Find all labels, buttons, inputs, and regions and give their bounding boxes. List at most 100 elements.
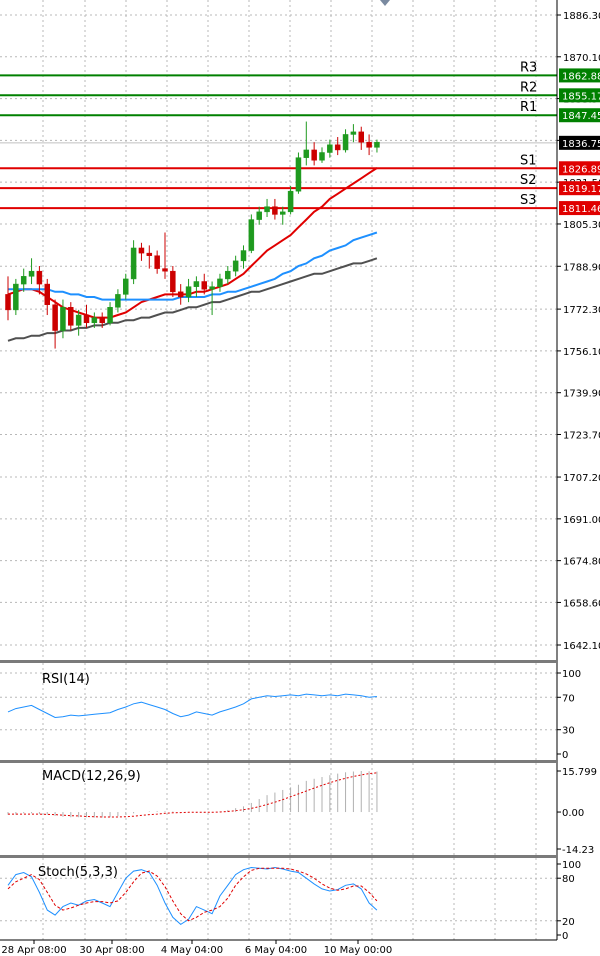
candle-body xyxy=(28,270,35,277)
moving-average-line-2 xyxy=(8,231,378,301)
time-tick-label: 30 Apr 08:00 xyxy=(79,945,144,956)
candle-body xyxy=(130,247,137,280)
indicator-panels: RSI(14) 100 70 30 0 MACD(12,26,9) 15.799 0.00 -1… xyxy=(0,669,597,942)
price-tags: 1862.88 1855.17 1847.45 1826.89 1819.17 1811.… xyxy=(559,68,600,216)
candle-body xyxy=(201,281,207,290)
rsi-tick-label: 0 xyxy=(562,750,568,761)
candle-body xyxy=(193,281,200,287)
candle-body xyxy=(20,276,27,285)
macd-label: MACD(12,26,9) xyxy=(42,769,141,784)
panel-separator xyxy=(0,760,557,763)
stoch-label: Stoch(5,3,3) xyxy=(38,865,118,880)
candle-body xyxy=(217,278,223,287)
candle-body xyxy=(60,307,66,331)
macd-signal-line xyxy=(8,772,377,818)
macd-tick-label: 15.799 xyxy=(562,767,597,778)
level-price-tag xyxy=(559,108,600,123)
macd-tick-label: -14.23 xyxy=(562,845,594,856)
macd-tick-label: 0.00 xyxy=(562,808,584,819)
current-price-tag xyxy=(559,135,600,150)
price-tick-label: 1691.00 xyxy=(563,515,600,526)
stoch-tick-label: 80 xyxy=(562,874,575,885)
stoch-signal-line xyxy=(7,867,378,922)
price-axis: 1886.301870.101853.901837.701821.501805.… xyxy=(557,11,600,652)
level-name-r3: R3 xyxy=(520,60,537,75)
moving-average-line-1 xyxy=(7,167,378,319)
level-price-tag xyxy=(559,201,600,216)
candle-body xyxy=(13,283,19,311)
candle-body xyxy=(44,283,50,305)
candle-body xyxy=(248,219,255,251)
candle-body xyxy=(177,291,184,298)
time-tick-label: 6 May 04:00 xyxy=(245,945,307,956)
candle-body xyxy=(287,190,294,213)
level-price-label: 1862.88 xyxy=(562,71,600,82)
current-price-label: 1836.75 xyxy=(562,139,600,150)
rsi-tick-label: 70 xyxy=(562,693,575,704)
price-tick-label: 1772.30 xyxy=(563,305,600,316)
price-tick-label: 1707.20 xyxy=(563,473,600,484)
candle-body xyxy=(154,255,160,269)
candle-body xyxy=(327,144,333,153)
level-price-label: 1847.45 xyxy=(562,111,600,122)
level-price-label: 1811.46 xyxy=(562,204,600,215)
candle-body xyxy=(36,270,43,285)
candle-body xyxy=(209,286,215,290)
time-axis: 28 Apr 08:00 30 Apr 08:00 4 May 04:00 6 May… xyxy=(1,940,392,956)
level-price-tag xyxy=(559,88,600,103)
panel-separator xyxy=(0,660,557,663)
candle-body xyxy=(358,131,364,143)
time-tick-label: 28 Apr 08:00 xyxy=(1,945,66,956)
rsi-tick-label: 100 xyxy=(562,669,581,680)
candle-body xyxy=(170,270,176,293)
candle-body xyxy=(107,307,113,324)
candle-body xyxy=(232,260,239,272)
grid-lines xyxy=(0,0,557,940)
candle-body xyxy=(366,141,372,148)
candle-body xyxy=(295,157,302,192)
candle-body xyxy=(146,252,153,256)
candle-body xyxy=(68,307,74,326)
candle-body xyxy=(99,317,105,324)
price-tick-label: 1805.30 xyxy=(563,220,600,231)
candle-body xyxy=(162,268,168,272)
rsi-label: RSI(14) xyxy=(42,672,90,687)
level-price-tag xyxy=(559,161,600,176)
moving-average-line-3 xyxy=(7,257,378,342)
candle-body xyxy=(334,144,341,151)
stoch-tick-label: 0 xyxy=(562,931,568,942)
level-name-r1: R1 xyxy=(520,100,537,115)
level-price-label: 1819.17 xyxy=(562,184,600,195)
level-price-label: 1826.89 xyxy=(562,164,600,175)
pivot-levels: R3 R2 R1 S1 S2 S3 xyxy=(0,60,557,210)
level-name-s3: S3 xyxy=(520,193,537,208)
level-price-tag xyxy=(559,68,600,83)
candle-body xyxy=(75,314,82,326)
candle-body xyxy=(256,211,262,220)
level-name-s1: S1 xyxy=(520,153,537,168)
candle-body xyxy=(225,270,231,280)
price-tick-label: 1723.70 xyxy=(563,430,600,441)
candle-body xyxy=(138,247,145,254)
level-name-r2: R2 xyxy=(520,80,537,95)
candle-body xyxy=(319,152,325,161)
candle-body xyxy=(280,211,286,215)
rsi-line xyxy=(7,693,377,719)
candle-body xyxy=(185,286,192,298)
candle-body xyxy=(52,304,58,331)
candle-body xyxy=(311,149,317,161)
price-tick-label: 1739.90 xyxy=(563,389,600,400)
panel-frames xyxy=(0,0,558,941)
price-tick-label: 1674.80 xyxy=(563,557,600,568)
candle-body xyxy=(374,141,380,148)
level-name-s2: S2 xyxy=(520,173,537,188)
price-tick-label: 1658.60 xyxy=(563,598,600,609)
price-tick-label: 1642.10 xyxy=(563,641,600,652)
time-tick-label: 4 May 04:00 xyxy=(161,945,223,956)
candle-body xyxy=(91,317,98,324)
candle-body xyxy=(240,250,247,262)
candle-body xyxy=(123,278,129,295)
candle-body xyxy=(115,294,121,308)
stoch-tick-label: 20 xyxy=(562,917,575,928)
